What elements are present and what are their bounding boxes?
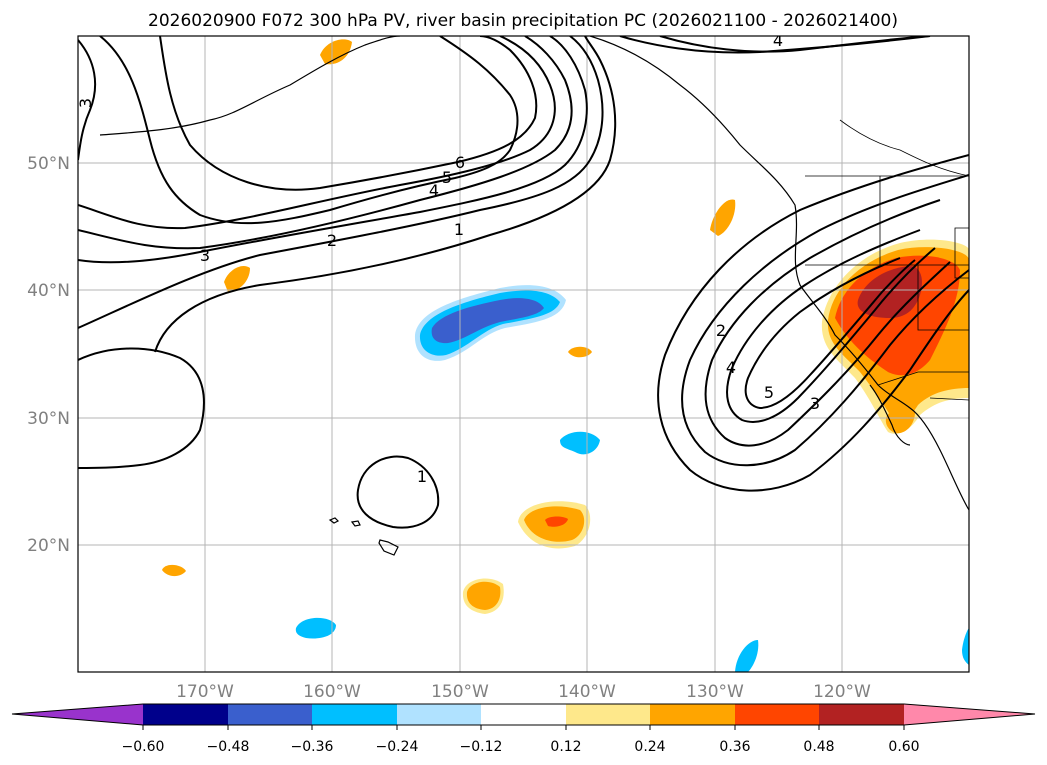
lon-label-170w: 170°W [176,682,234,702]
precip-blob-southeast [735,640,759,672]
baja-coastline [869,384,911,446]
colorbar-tick-label-1: −0.60 [122,739,165,755]
colorbar-segment-4 [397,704,481,725]
colorbar-segment-2 [228,704,312,725]
precip-blob-subtropical-east-core [545,516,568,527]
colorbar-tick-label-3: −0.36 [291,739,334,755]
pv-contour-island-1 [356,455,440,529]
map-panel: 4 3 6 5 4 1 2 3 2 4 5 3 1 [76,31,969,672]
graticule [78,36,969,672]
precip-blob-east-edge [962,628,969,665]
lon-label-150w: 150°W [431,682,489,702]
trough-contour-2 [681,174,969,467]
trough-contour-4 [726,229,936,423]
pv-contour-4 [78,36,573,250]
colorbar-tick-label-2: −0.48 [207,739,250,755]
colorbar-ticks [142,725,905,730]
pv-contour-3 [78,36,588,264]
pv-contour-low-1 [99,36,519,225]
colorbar-segment-3 [312,704,397,725]
alaska-coastline [99,36,401,136]
precip-blob-alaska [320,39,352,65]
lon-label-160w: 160°W [303,682,361,702]
map-frame [77,35,970,673]
precip-blob-northeast-pacific [710,199,736,236]
pv-contour-low-west [78,347,205,469]
contour-label-1-island: 1 [417,467,427,486]
pv-contour-eastern-4 [659,36,931,53]
lat-label-40n: 40°N [27,281,70,301]
lon-label-140w: 140°W [558,682,616,702]
colorbar-segment-9 [819,704,904,725]
trough-contour-outer [657,154,969,492]
pv-contour-2 [78,36,604,329]
pv-contours [78,36,931,529]
contour-label-2-trough: 2 [716,321,726,340]
colorbar: −0.60 −0.48 −0.36 −0.24 −0.12 0.12 0.24 … [11,703,1036,755]
colorbar-tick-label-8: 0.36 [719,739,750,755]
contour-label-3: 3 [200,246,210,265]
lat-label-50n: 50°N [27,154,70,174]
colorbar-tick-label-7: 0.24 [634,739,665,755]
precip-blob-west [224,265,250,292]
contour-label-4: 4 [429,181,439,200]
precip-blob-mexico [885,405,915,434]
precip-positive-anomalies [162,39,969,614]
contour-label-4-trough: 4 [726,358,736,377]
pv-contour-west-3 [78,39,97,161]
precip-negative-anomalies [295,285,969,672]
contour-label-3-west: 3 [76,98,95,108]
colorbar-tick-label-9: 0.48 [803,739,834,755]
colorbar-segment-5 [481,704,566,725]
colorbar-extend-high [904,704,1035,725]
contour-label-3-trough: 3 [810,394,820,413]
map-title: 2026020900 F072 300 hPa PV, river basin … [148,11,898,31]
lat-label-30n: 30°N [27,409,70,429]
contour-label-5-trough: 5 [764,383,774,402]
lat-label-20n: 20°N [27,536,70,556]
pv-contour-5 [78,36,556,230]
contour-label-1: 1 [454,220,464,239]
longitude-labels: 170°W 160°W 150°W 140°W 130°W 120°W [176,682,871,702]
contour-label-4-north: 4 [773,31,783,50]
pv-contour-6 [159,36,538,191]
trough-contour-3 [704,199,951,447]
colorbar-tick-label-4: −0.24 [376,739,419,755]
latitude-labels: 50°N 40°N 30°N 20°N [27,154,70,556]
precip-blob-small-2 [162,564,186,577]
lon-label-130w: 130°W [686,682,744,702]
hawaii-islands [328,517,399,556]
pv-contour-1-north [154,36,617,353]
state-borders [805,119,969,401]
precip-blob-subtropical [560,431,600,455]
precip-blob-south-central-mid [466,581,501,610]
pv-trough-contours [657,154,969,492]
colorbar-segment-8 [735,704,819,725]
lon-label-120w: 120°W [813,682,871,702]
contour-labels: 4 3 6 5 4 1 2 3 2 4 5 3 1 [76,31,820,486]
contour-label-6: 6 [455,153,465,172]
contour-label-2: 2 [327,231,337,250]
colorbar-tick-label-5: −0.12 [460,739,503,755]
colorbar-extend-low [12,704,143,725]
colorbar-segment-7 [650,704,735,725]
colorbar-tick-label-6: 0.12 [550,739,581,755]
contour-label-5: 5 [442,168,452,187]
colorbar-segment-6 [566,704,650,725]
trough-contour-5 [744,257,916,410]
precip-blob-small-1 [568,346,592,358]
colorbar-tick-label-10: 0.60 [888,739,919,755]
colorbar-segment-1 [143,704,228,725]
precip-blob-hawaii-south [295,617,336,639]
